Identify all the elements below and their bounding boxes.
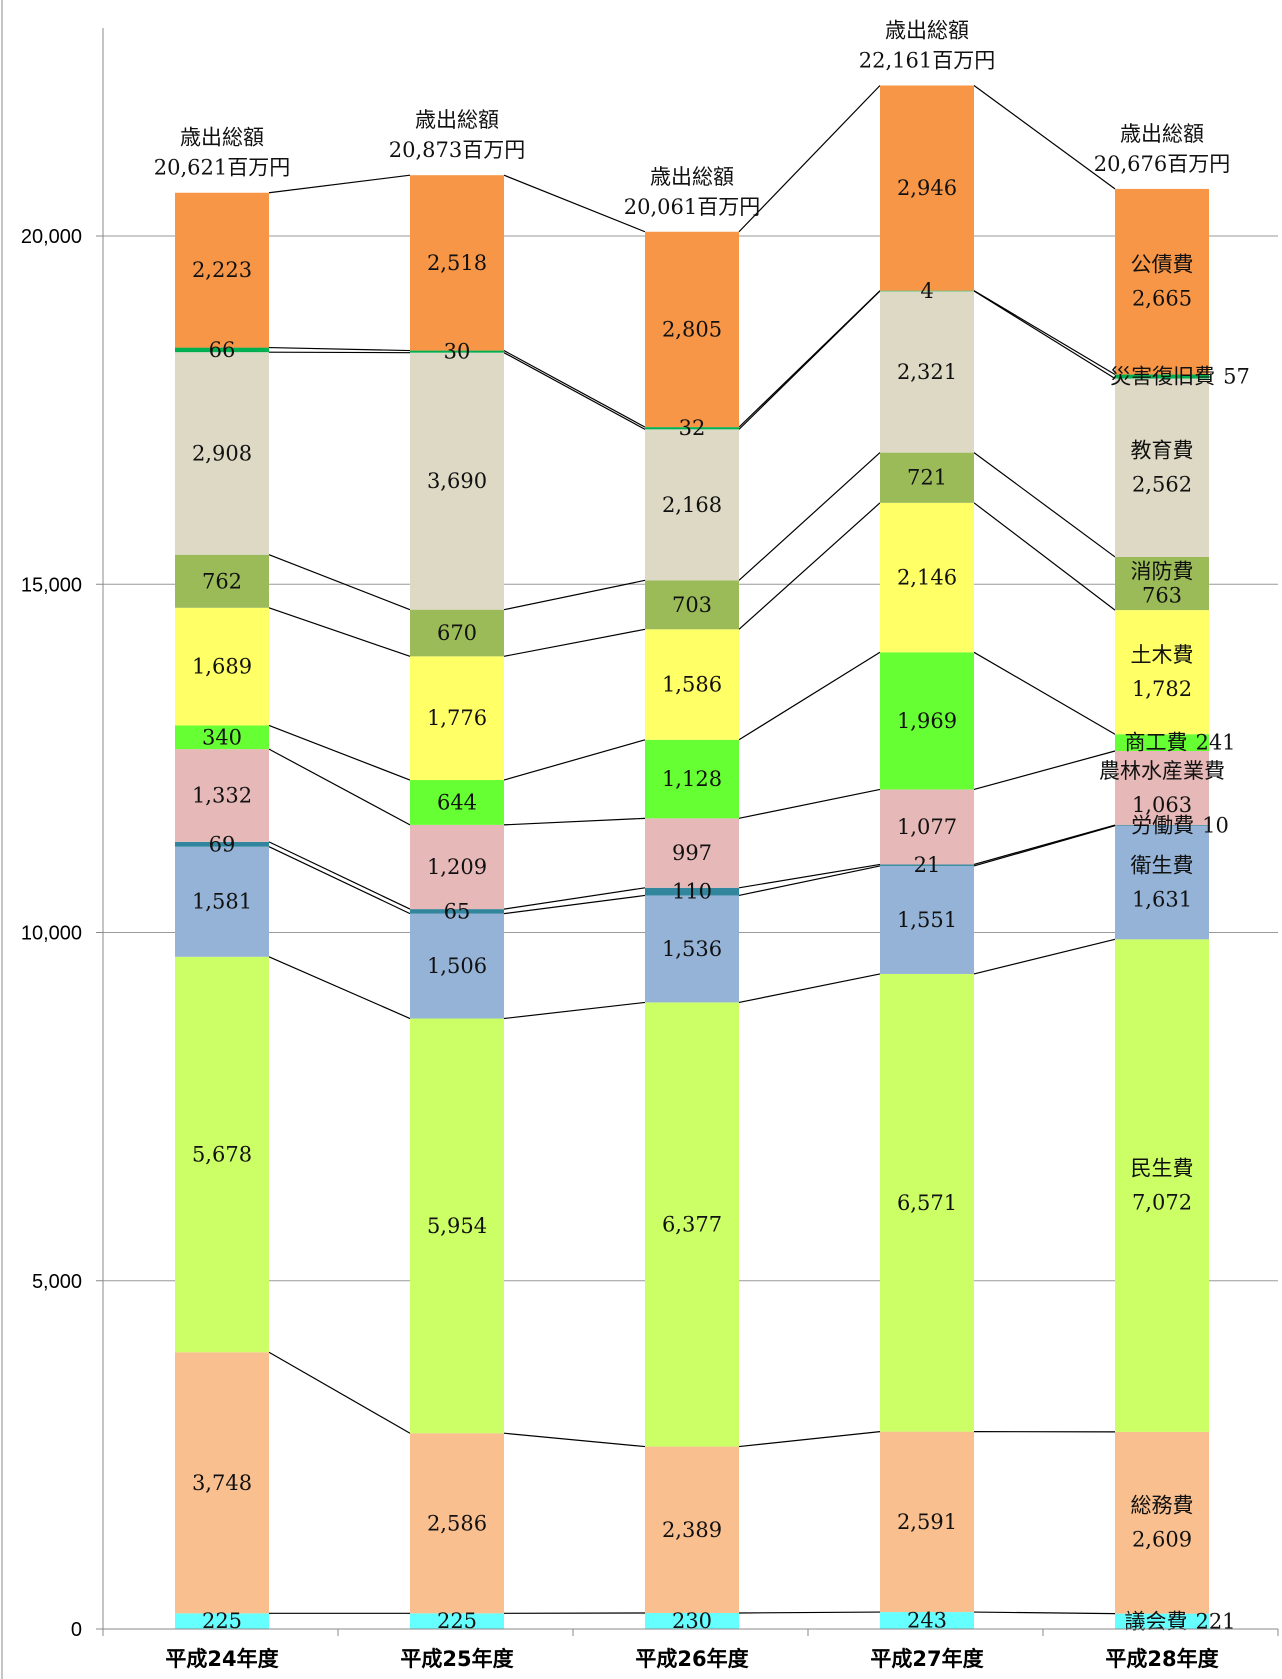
total-prefix-label: 歳出総額	[885, 18, 969, 42]
y-tick-label: 0	[71, 1619, 82, 1641]
total-value-label: 22,161百万円	[859, 48, 995, 72]
data-label: 762	[202, 569, 242, 593]
total-prefix-label: 歳出総額	[1120, 122, 1204, 146]
data-label: 1,586	[662, 673, 722, 697]
data-label: 1,969	[897, 709, 957, 733]
data-label: 2,665	[1132, 287, 1192, 311]
series-name-label: 議会費 221	[1124, 1609, 1235, 1633]
data-label: 3,690	[427, 469, 487, 493]
data-label: 2,946	[897, 176, 957, 200]
data-label: 644	[437, 790, 477, 814]
data-label: 1,689	[192, 655, 252, 679]
data-label: 5,678	[192, 1143, 252, 1167]
series-name-label: 災害復旧費 57	[1110, 365, 1250, 389]
data-label: 1,776	[427, 706, 487, 730]
y-tick-label: 15,000	[21, 574, 82, 596]
data-label: 1,782	[1132, 677, 1192, 701]
x-tick-label: 平成26年度	[635, 1647, 748, 1671]
x-tick-label: 平成25年度	[400, 1647, 513, 1671]
series-name-label: 総務費	[1131, 1494, 1194, 1518]
data-label: 2,805	[662, 317, 722, 341]
bar-segment	[1115, 1432, 1209, 1614]
y-tick-label: 10,000	[21, 923, 82, 945]
data-label: 1,506	[427, 954, 487, 978]
data-label: 21	[914, 853, 941, 877]
series-name-label: 教育費	[1131, 439, 1194, 463]
data-label: 110	[672, 880, 712, 904]
data-label: 1,077	[897, 815, 957, 839]
bar-segment	[1115, 189, 1209, 375]
data-label: 3,748	[192, 1471, 252, 1495]
data-label: 2,168	[662, 493, 722, 517]
total-value-label: 20,873百万円	[389, 138, 525, 162]
data-label: 763	[1142, 584, 1182, 608]
data-label: 225	[437, 1609, 477, 1633]
series-name-label: 衛生費	[1131, 854, 1194, 878]
bar-segment	[1115, 610, 1209, 734]
data-label: 69	[209, 832, 236, 856]
total-value-label: 20,621百万円	[154, 156, 290, 180]
x-tick-label: 平成24年度	[165, 1647, 278, 1671]
series-name-label: 土木費	[1131, 643, 1194, 667]
series-name-label: 農林水産業費	[1099, 759, 1225, 783]
total-prefix-label: 歳出総額	[650, 165, 734, 189]
data-label: 7,072	[1132, 1191, 1192, 1215]
data-label: 1,063	[1132, 793, 1192, 817]
data-label: 2,591	[897, 1510, 957, 1534]
series-name-label: 商工費 241	[1124, 731, 1235, 755]
data-label: 30	[444, 340, 471, 364]
x-tick-label: 平成27年度	[870, 1647, 983, 1671]
data-label: 1,551	[897, 908, 957, 932]
data-label: 1,128	[662, 767, 722, 791]
data-label: 2,223	[192, 258, 252, 282]
data-label: 703	[672, 593, 712, 617]
data-label: 1,631	[1132, 888, 1192, 912]
bar-segment	[1115, 379, 1209, 557]
y-tick-label: 20,000	[21, 226, 82, 248]
series-name-label: 公債費	[1131, 253, 1194, 277]
data-label: 225	[202, 1609, 242, 1633]
total-value-label: 20,676百万円	[1094, 152, 1230, 176]
data-label: 1,209	[427, 855, 487, 879]
data-label: 2,586	[427, 1511, 487, 1535]
y-tick-label: 5,000	[32, 1271, 82, 1293]
data-label: 997	[672, 841, 712, 865]
total-prefix-label: 歳出総額	[180, 126, 264, 150]
data-label: 721	[907, 466, 947, 490]
data-label: 2,146	[897, 566, 957, 590]
data-label: 2,562	[1132, 473, 1192, 497]
data-label: 1,536	[662, 937, 722, 961]
data-label: 65	[444, 899, 471, 923]
data-label: 340	[202, 725, 242, 749]
x-tick-label: 平成28年度	[1105, 1647, 1218, 1671]
data-label: 32	[679, 416, 706, 440]
bar-segment	[1115, 939, 1209, 1432]
data-label: 2,518	[427, 251, 487, 275]
data-label: 2,908	[192, 441, 252, 465]
bar-segment	[1115, 826, 1209, 940]
data-label: 4	[920, 279, 933, 303]
data-label: 1,581	[192, 890, 252, 914]
series-name-label: 消防費	[1131, 560, 1194, 584]
data-label: 5,954	[427, 1214, 487, 1238]
data-label: 6,377	[662, 1213, 722, 1237]
data-label: 2,389	[662, 1518, 722, 1542]
total-value-label: 20,061百万円	[624, 195, 760, 219]
data-label: 1,332	[192, 783, 252, 807]
data-label: 6,571	[897, 1191, 957, 1215]
data-label: 670	[437, 621, 477, 645]
total-prefix-label: 歳出総額	[415, 108, 499, 132]
data-label: 66	[209, 338, 236, 362]
series-name-label: 民生費	[1131, 1157, 1194, 1181]
data-label: 2,609	[1132, 1528, 1192, 1552]
data-label: 2,321	[897, 360, 957, 384]
